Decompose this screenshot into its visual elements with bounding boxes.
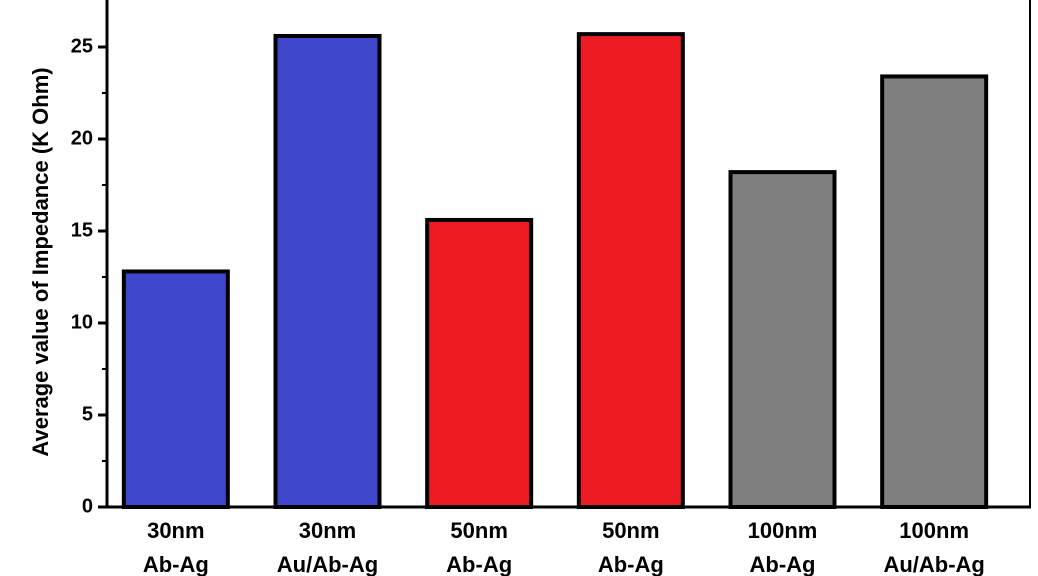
bar [425,217,534,510]
x-tick-label: 30nm [147,518,204,543]
y-tick-label: 5 [82,403,93,425]
y-axis-label: Average value of Impedance (K Ohm) [28,67,53,456]
bar [273,33,382,510]
y-tick-label: 25 [71,35,93,57]
y-tick-label: 15 [71,219,93,241]
x-tick-label: Ab-Ag [143,552,209,576]
bar [880,74,989,509]
y-tick-label: 0 [82,495,93,517]
x-tick-label: Ab-Ag [598,552,664,576]
y-tick-label: 10 [71,311,93,333]
bar [576,32,685,510]
x-tick-label: 100nm [899,518,969,543]
x-tick-label: 50nm [602,518,659,543]
x-tick-label: Ab-Ag [750,552,816,576]
bar [121,269,230,510]
x-tick-label: 50nm [450,518,507,543]
x-tick-label: 100nm [748,518,818,543]
x-tick-label: Ab-Ag [446,552,512,576]
x-tick-label: Au/Ab-Ag [883,552,984,576]
x-tick-label: 30nm [299,518,356,543]
y-tick-label: 20 [71,127,93,149]
bar [728,170,837,509]
x-tick-label: Au/Ab-Ag [277,552,378,576]
